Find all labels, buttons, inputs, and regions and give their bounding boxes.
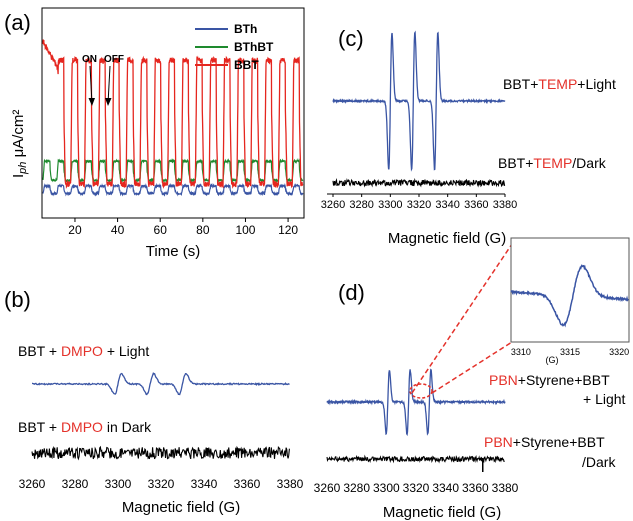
panel-b-xlabel: Magnetic field (G) — [122, 499, 240, 516]
panel-c-dark-spectrum — [332, 177, 506, 188]
panel-c-xlabel: Magnetic field (G) — [388, 230, 506, 247]
panel-a-xlabel: Time (s) — [146, 243, 200, 260]
panel-c: (c) 3260 3280 3300 3320 3340 3360 3380 Magneti… — [321, 26, 616, 247]
panel-a-x-tick-label-20: 20 — [68, 223, 82, 237]
on-arrow-shaft — [89, 65, 93, 105]
panel-a-legend: BTh BThBT BBT — [195, 22, 274, 72]
inset-connector-upper — [411, 243, 513, 394]
panel-c-light-label: BBT+TEMP+Light — [503, 76, 616, 92]
panel-c-x-tick-label-3360: 3360 — [464, 199, 488, 211]
panel-b-x-tick-label-3320: 3320 — [148, 477, 175, 491]
panel-d-x-tick-label-3380: 3380 — [492, 481, 519, 495]
panel-d: (d) 3260 3280 3300 3320 3340 3360 3380 Magneti… — [314, 237, 630, 521]
panel-b-x-tick-label-3340: 3340 — [191, 477, 218, 491]
inset-unit-label: (G) — [546, 355, 559, 365]
panel-d-x-tick-label-3260: 3260 — [314, 481, 341, 495]
on-label: ON — [82, 54, 97, 65]
series-bth-line — [42, 182, 304, 197]
panel-a-tag: (a) — [4, 10, 31, 35]
panel-d-x-tick-label-3280: 3280 — [343, 481, 370, 495]
panel-d-x-ticks: 3260 3280 3300 3320 3340 3360 3380 — [314, 481, 519, 495]
panel-a-frame — [41, 7, 305, 219]
panel-a-series — [42, 39, 304, 197]
inset-spectrum — [510, 264, 629, 328]
panel-d-x-tick-label-3300: 3300 — [373, 481, 400, 495]
panel-b-x-tick-label-3260: 3260 — [19, 477, 46, 491]
panel-d-series — [326, 368, 506, 472]
inset-x-ticks: 3310 3315 3320 — [511, 347, 629, 357]
panel-a-x-tick-label-60: 60 — [154, 223, 168, 237]
series-bbt-line — [42, 39, 304, 189]
panel-c-x-tick-label-3300: 3300 — [378, 199, 402, 211]
panel-a-ylabel: Iph μA/cm² — [10, 110, 29, 178]
legend-label-bth: BTh — [234, 22, 257, 36]
panel-d-dark-label-line2: /Dark — [582, 454, 616, 470]
panel-d-light-label-line2: + Light — [583, 391, 626, 407]
on-arrow-head-icon — [88, 98, 95, 106]
panel-c-x-tick-label-3380: 3380 — [493, 199, 517, 211]
series-bthbt-line — [42, 158, 304, 184]
panel-b-dark-label: BBT + DMPO in Dark — [18, 419, 152, 435]
legend-label-bthbt: BThBT — [234, 40, 274, 54]
panel-d-x-tick-label-3320: 3320 — [403, 481, 430, 495]
panel-c-x-tick-label-3280: 3280 — [349, 199, 373, 211]
panel-a: (a) 20 40 60 80 100 120 Time (s) Iph μA/cm² B… — [4, 7, 305, 260]
panel-b-light-spectrum — [32, 372, 290, 396]
panel-b-x-tick-label-3300: 3300 — [105, 477, 132, 491]
panel-a-x-ticks: 20 40 60 80 100 120 — [68, 218, 298, 237]
inset-tick-label-3320: 3320 — [609, 347, 629, 357]
panel-b-x-ticks: 3260 3280 3300 3320 3340 3360 3380 — [19, 477, 304, 491]
panel-c-x-tick-label-3260: 3260 — [321, 199, 345, 211]
panel-d-dark-label-line1: PBN+Styrene+BBT — [484, 434, 605, 450]
zoom-region-marker — [409, 383, 433, 399]
panel-c-x-tick-label-3320: 3320 — [407, 199, 431, 211]
panel-b-tag: (b) — [4, 287, 31, 312]
panel-c-x-ticks: 3260 3280 3300 3320 3340 3360 3380 — [321, 194, 517, 211]
panel-a-x-tick-label-80: 80 — [196, 223, 210, 237]
panel-d-x-tick-label-3360: 3360 — [462, 481, 489, 495]
panel-a-x-tick-label-120: 120 — [278, 223, 298, 237]
panel-b-x-tick-label-3380: 3380 — [277, 477, 304, 491]
off-label: OFF — [104, 54, 124, 65]
off-arrow-head-icon — [105, 98, 112, 106]
panel-a-x-tick-label-100: 100 — [235, 223, 255, 237]
panel-b: (b) 3260 3280 3300 3320 3340 3360 3380 Magneti… — [4, 287, 304, 516]
panel-c-tag: (c) — [338, 26, 364, 51]
on-off-annotation: ON OFF — [82, 54, 124, 106]
inset-tick-label-3310: 3310 — [511, 347, 531, 357]
panel-d-x-tick-label-3340: 3340 — [432, 481, 459, 495]
panel-c-dark-label: BBT+TEMP/Dark — [498, 155, 607, 171]
panel-d-light-label-line1: PBN+Styrene+BBT — [489, 372, 610, 388]
panel-d-xlabel: Magnetic field (G) — [383, 504, 501, 521]
panel-b-x-tick-label-3280: 3280 — [62, 477, 89, 491]
panel-d-tag: (d) — [338, 280, 365, 305]
off-arrow-shaft — [107, 65, 111, 105]
panel-d-light-spectrum — [326, 368, 506, 437]
panel-b-dark-spectrum — [31, 445, 290, 461]
panel-a-x-tick-label-40: 40 — [111, 223, 125, 237]
panel-b-light-label: BBT + DMPO + Light — [18, 343, 149, 359]
panel-b-series — [31, 372, 290, 461]
panel-c-light-spectrum — [332, 30, 506, 172]
inset-frame — [510, 237, 630, 343]
panel-d-dark-spectrum — [326, 454, 505, 464]
inset-plot: 3310 3315 3320 (G) — [510, 237, 630, 365]
panel-c-series — [332, 30, 506, 188]
panel-b-x-tick-label-3360: 3360 — [234, 477, 261, 491]
inset-series — [510, 264, 629, 328]
legend-label-bbt: BBT — [234, 58, 259, 72]
panel-c-x-tick-label-3340: 3340 — [435, 199, 459, 211]
inset-tick-label-3315: 3315 — [560, 347, 580, 357]
